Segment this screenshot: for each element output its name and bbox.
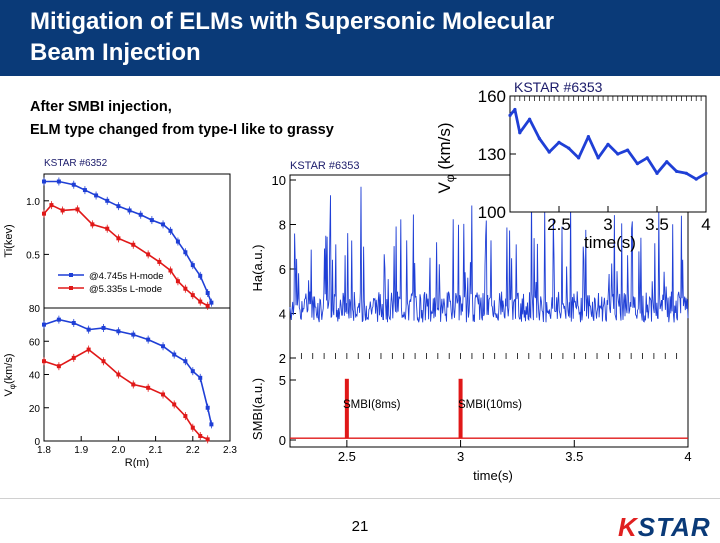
note-line-2: ELM type changed from type-I like to gra… <box>30 122 334 138</box>
kstar-logo-rest: STAR <box>637 512 711 542</box>
ha-ytick-label: 6 <box>279 262 286 277</box>
inset-vphi-point <box>675 169 679 173</box>
inset-xtick-label: 2.5 <box>547 215 571 234</box>
smbi-8ms-label: SMBI(8ms) <box>343 399 401 411</box>
smbi-pulse-10ms <box>458 378 463 439</box>
ti-line-l-mode <box>43 204 209 307</box>
inset-vphi-point <box>665 160 669 164</box>
profiles-shot-label: KSTAR #6352 <box>44 158 108 169</box>
inset-xlabel: time(s) <box>584 233 636 252</box>
ha-ytick-label: 4 <box>279 307 286 322</box>
ha-xtick-label: 2.5 <box>338 449 356 464</box>
slide-title: Mitigation of ELMs with Supersonic Molec… <box>30 6 690 68</box>
ha-ytick-label: 2 <box>279 351 286 366</box>
ha-smbi-figure: KSTAR #6353 10 8 6 4 2 5 0 2.5 3 3.5 4 Ha(a.u.) SM… <box>250 160 692 483</box>
profiles-bottom-ytick-label: 20 <box>29 404 41 415</box>
profiles-xtick-label: 2.0 <box>111 445 125 456</box>
inset-vphi-point <box>547 150 551 154</box>
smbi-ytick-label: 5 <box>279 373 286 388</box>
legend-label-l-mode: @5.335s L-mode <box>89 284 162 295</box>
inset-ytick-label: 130 <box>478 145 506 164</box>
profiles-bottom-ytick-label: 60 <box>29 337 41 348</box>
inset-vphi-point <box>655 171 659 175</box>
inset-xtick-label: 3 <box>603 215 612 234</box>
inset-vphi-point <box>567 146 571 150</box>
ha-ylabel: Ha(a.u.) <box>250 245 265 292</box>
ha-ytick-label: 8 <box>279 218 286 233</box>
ha-ytick-label: 10 <box>272 173 286 188</box>
profiles-xtick-label: 1.9 <box>74 445 88 456</box>
inset-vphi-point <box>513 107 517 112</box>
ha-xtick-label: 3 <box>457 449 464 464</box>
inset-vphi-point <box>577 156 581 160</box>
profiles-top-ytick-label: 0.5 <box>26 250 40 261</box>
inset-ytick-label: 100 <box>478 203 506 222</box>
vphi-line-l-mode <box>43 348 209 441</box>
legend-label-h-mode: @4.745s H-mode <box>89 271 164 282</box>
profiles-bottom-frame <box>43 307 231 442</box>
smbi-pulse-8ms <box>344 378 349 439</box>
inset-ylabel: Vφ (km/s) <box>435 122 457 193</box>
slide-title-line-2: Beam Injection <box>30 39 201 66</box>
inset-vphi-point <box>635 162 639 166</box>
profiles-xtick-label: 2.3 <box>223 445 237 456</box>
inset-vphi-line <box>508 108 707 181</box>
profiles-xtick-label: 2.2 <box>186 445 200 456</box>
inset-vphi-point <box>684 171 688 175</box>
ha-xtick-label: 4 <box>684 449 691 464</box>
inset-vphi-point <box>596 156 600 160</box>
inset-vphi-point <box>508 113 512 117</box>
kstar-logo: KSTAR <box>618 512 711 543</box>
inset-vphi-point <box>586 135 590 139</box>
profiles-xlabel: R(m) <box>125 457 149 468</box>
inset-vphi-point <box>557 140 561 144</box>
inset-xtick-label: 3.5 <box>645 215 669 234</box>
inset-xtick-label: 4 <box>701 215 710 234</box>
inset-background <box>510 96 706 212</box>
profiles-xtick-label: 1.8 <box>37 445 51 456</box>
smbi-ytick-label: 0 <box>279 433 286 448</box>
inset-vphi-point <box>616 152 620 156</box>
ha-xlabel: time(s) <box>473 468 513 483</box>
vphi-line-h-mode <box>43 318 213 425</box>
inset-vphi-point <box>704 171 708 175</box>
inset-vphi-point <box>606 142 610 146</box>
inset-vphi-point <box>645 156 649 160</box>
profiles-top-ylabel: Ti(kev) <box>3 224 15 257</box>
footer-divider <box>0 498 720 499</box>
legend-marker-l-mode <box>69 286 73 290</box>
profiles-bottom-ylabel: Vφ(km/s) <box>3 353 17 396</box>
ha-trace <box>289 186 689 323</box>
profiles-bottom-ytick-label: 80 <box>29 304 41 315</box>
smbi-10ms-label: SMBI(10ms) <box>458 399 522 411</box>
profiles-xtick-label: 2.1 <box>149 445 163 456</box>
profiles-top-ytick-label: 1.0 <box>26 197 40 208</box>
inset-vphi-point <box>626 148 630 152</box>
profiles-figure: KSTAR #6352 1.0 0.5 80 60 40 20 01.8 1.9 2.0 2.1… <box>3 158 237 468</box>
smbi-ylabel: SMBI(a.u.) <box>250 378 265 440</box>
profiles-bottom-ytick-label: 0 <box>34 437 40 448</box>
inset-vphi-point <box>528 117 532 121</box>
inset-vphi-point <box>518 131 522 135</box>
slide-title-line-1: Mitigation of ELMs with Supersonic Molec… <box>30 8 555 35</box>
page-number: 21 <box>351 518 369 535</box>
note-line-1: After SMBI injection, <box>30 99 172 115</box>
ha-xtick-label: 3.5 <box>565 449 583 464</box>
inset-vphi-point <box>694 177 698 181</box>
profiles-bottom-ytick-label: 40 <box>29 371 41 382</box>
ha-shot-label: KSTAR #6353 <box>290 160 360 172</box>
inset-shot-label: KSTAR #6353 <box>514 79 603 95</box>
legend-marker-h-mode <box>69 273 73 277</box>
kstar-logo-k: K <box>618 512 638 542</box>
inset-ytick-label: 160 <box>478 87 506 106</box>
slide-note: After SMBI injection, ELM type changed f… <box>30 96 430 142</box>
title-bar: Mitigation of ELMs with Supersonic Molec… <box>0 0 720 76</box>
inset-vphi-point <box>537 136 541 141</box>
